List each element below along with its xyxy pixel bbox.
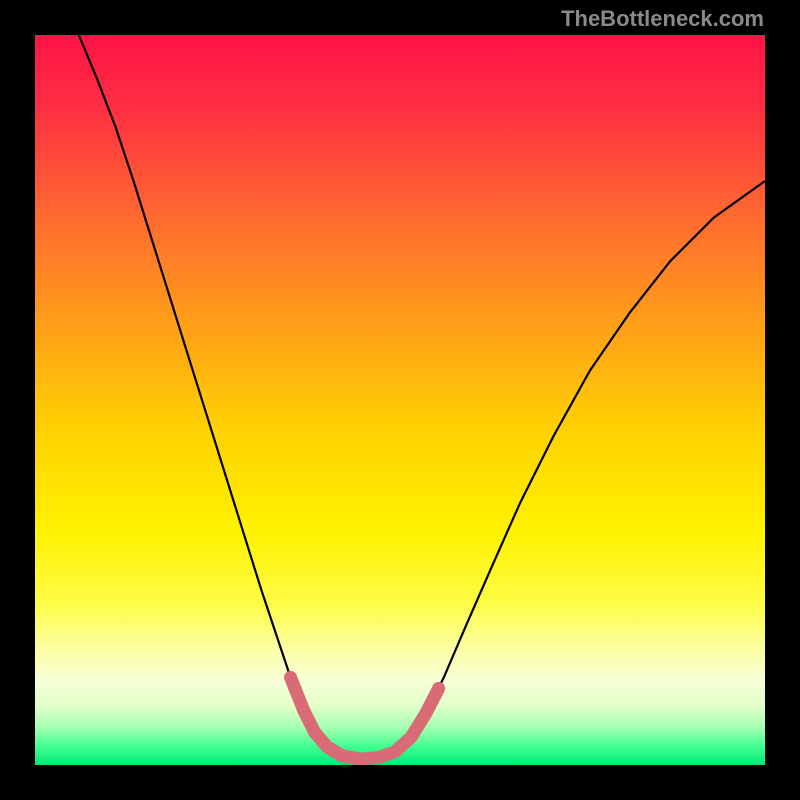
bottleneck-chart (35, 35, 765, 765)
gradient-background (35, 35, 765, 765)
watermark-text: TheBottleneck.com (561, 6, 764, 32)
